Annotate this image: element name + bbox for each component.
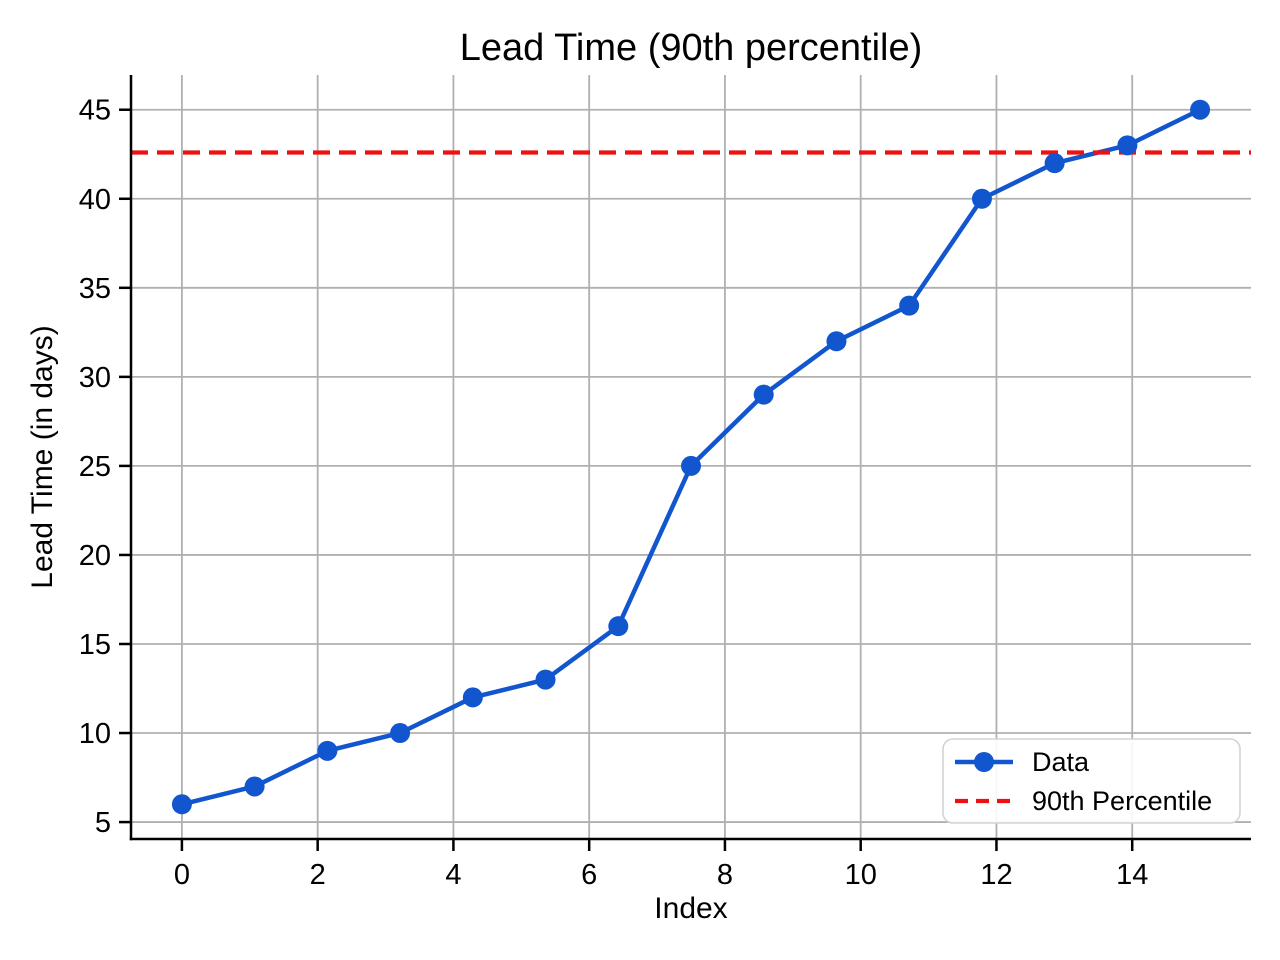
data-point xyxy=(462,687,483,708)
y-tick-label: 35 xyxy=(79,273,111,305)
data-point xyxy=(899,295,920,316)
y-tick-label: 45 xyxy=(79,95,111,127)
y-tick-label: 40 xyxy=(79,184,111,216)
y-axis-label: Lead Time (in days) xyxy=(26,325,59,588)
legend-entry-label: Data xyxy=(1032,747,1090,777)
x-tick-label: 2 xyxy=(310,859,326,891)
data-point xyxy=(535,669,556,690)
data-point xyxy=(753,384,774,405)
data-point xyxy=(1117,135,1138,156)
data-point xyxy=(826,331,847,352)
y-tick-label: 25 xyxy=(79,451,111,483)
axes: 0 2 4 6 8 10 12 14 5 10 15 20 25 30 35 40 45 xyxy=(79,75,1251,891)
data-point xyxy=(244,776,265,797)
data-point xyxy=(681,455,701,476)
x-tick-label: 6 xyxy=(581,859,597,891)
data-point xyxy=(1190,99,1211,120)
data-series xyxy=(131,99,1251,815)
x-tick-label: 12 xyxy=(980,859,1012,891)
x-tick-label: 14 xyxy=(1116,859,1148,891)
legend-box xyxy=(942,738,1241,824)
y-tick-label: 10 xyxy=(79,718,111,750)
data-point xyxy=(317,740,338,761)
x-tick-label: 8 xyxy=(717,859,733,891)
data-point xyxy=(1044,153,1065,174)
x-tick-label: 0 xyxy=(174,859,190,891)
x-axis-label: Index xyxy=(654,892,727,925)
data-point xyxy=(390,723,411,744)
data-point xyxy=(971,188,992,209)
y-tick-label: 20 xyxy=(79,540,111,572)
legend-sample-marker xyxy=(974,752,994,772)
chart-title: Lead Time (90th percentile) xyxy=(460,27,923,69)
legend-entry-label: 90th Percentile xyxy=(1032,786,1212,816)
x-tick-label: 10 xyxy=(845,859,877,891)
data-point xyxy=(171,794,192,815)
legend: Data 90th Percentile xyxy=(942,738,1241,824)
x-tick-label: 4 xyxy=(445,859,461,891)
y-tick-label: 5 xyxy=(95,807,111,839)
data-point xyxy=(608,616,629,637)
y-tick-label: 30 xyxy=(79,362,111,394)
y-tick-label: 15 xyxy=(79,629,111,661)
